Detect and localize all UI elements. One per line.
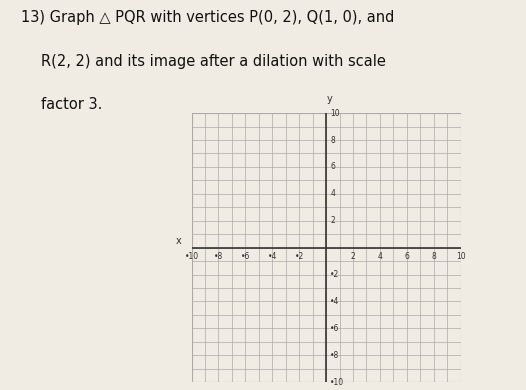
Text: 2: 2	[330, 216, 335, 225]
Text: 6: 6	[404, 252, 409, 261]
Text: •2: •2	[330, 270, 339, 279]
Text: •6: •6	[330, 324, 339, 333]
Text: 2: 2	[351, 252, 356, 261]
Text: 4: 4	[378, 252, 382, 261]
Text: 4: 4	[330, 189, 335, 199]
Text: •8: •8	[214, 252, 223, 261]
Text: •10: •10	[330, 378, 345, 387]
Text: R(2, 2) and its image after a dilation with scale: R(2, 2) and its image after a dilation w…	[41, 54, 386, 69]
Text: 6: 6	[330, 162, 335, 172]
Text: 10: 10	[330, 108, 340, 118]
Text: •6: •6	[241, 252, 250, 261]
Text: y: y	[327, 94, 332, 104]
Text: •2: •2	[295, 252, 304, 261]
Text: x: x	[175, 236, 181, 246]
Text: •4: •4	[268, 252, 277, 261]
Text: factor 3.: factor 3.	[41, 98, 102, 112]
Text: •4: •4	[330, 297, 339, 306]
Text: 8: 8	[330, 135, 335, 145]
Text: •10: •10	[185, 252, 199, 261]
Text: 13) Graph △ PQR with vertices P(0, 2), Q(1, 0), and: 13) Graph △ PQR with vertices P(0, 2), Q…	[21, 10, 394, 25]
Text: •8: •8	[330, 351, 339, 360]
Text: 10: 10	[456, 252, 466, 261]
Text: 8: 8	[431, 252, 436, 261]
